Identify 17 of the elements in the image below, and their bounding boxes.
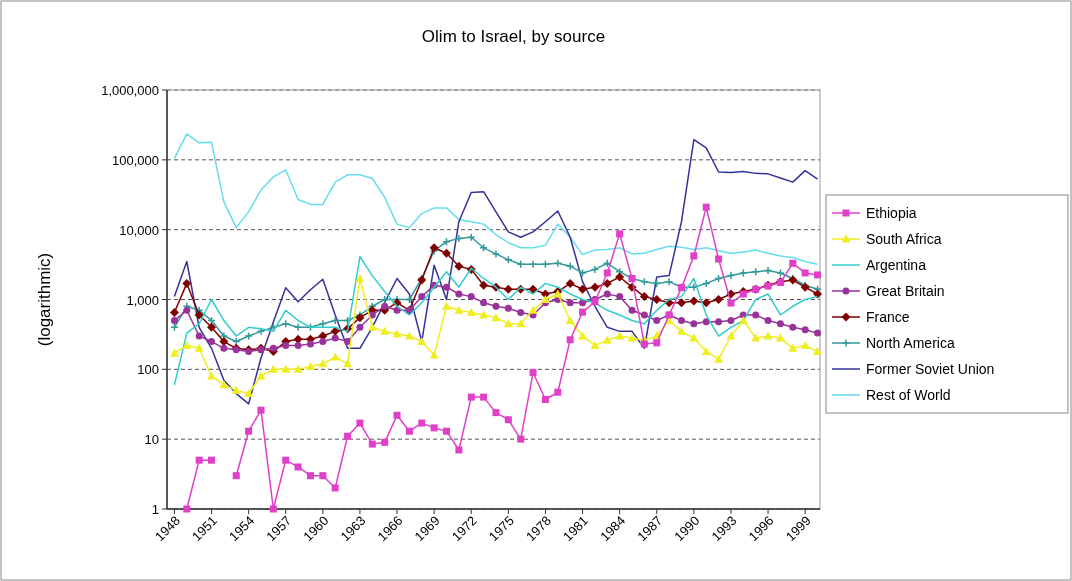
y-tick-label: 10,000 — [119, 222, 159, 238]
y-tick-label: 1,000 — [126, 292, 159, 308]
y-tick-label: 10 — [144, 432, 159, 448]
y-axis-title: (logarithmic) — [35, 252, 54, 347]
y-tick-label: 100,000 — [112, 152, 159, 168]
legend-label: Argentina — [866, 257, 927, 273]
legend-label: Great Britain — [866, 283, 945, 299]
legend-label: South Africa — [866, 231, 942, 247]
y-tick-label: 100 — [137, 362, 159, 378]
legend-label: France — [866, 309, 910, 325]
legend-label: Former Soviet Union — [866, 361, 995, 377]
chart-title: Olim to Israel, by source — [421, 27, 606, 46]
legend-label: Rest of World — [866, 387, 951, 403]
legend-label: North America — [866, 335, 955, 351]
legend-label: Ethiopia — [866, 205, 917, 221]
y-tick-label: 1 — [151, 502, 159, 517]
y-tick-label: 1,000,000 — [101, 83, 159, 98]
